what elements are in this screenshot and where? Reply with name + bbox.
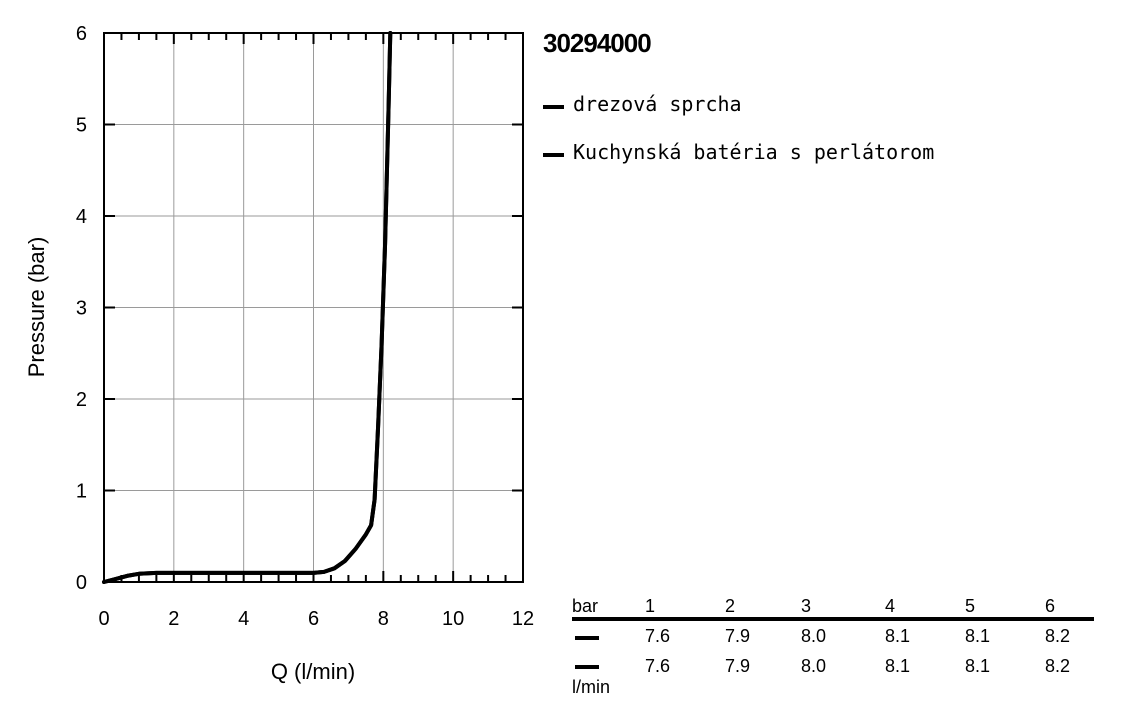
x-tick-label: 10	[442, 608, 464, 630]
y-tick-labels: 0 1 2 3 4 5 6	[76, 23, 87, 594]
table-header-pressure: 3	[801, 596, 812, 616]
chart-title: 30294000	[543, 28, 652, 58]
table-cell: 8.2	[1045, 626, 1071, 646]
x-tick-label: 0	[98, 608, 109, 630]
x-tick-labels: 0 2 4 6 8 10 12	[98, 608, 534, 630]
table-header-pressure: 2	[725, 596, 736, 616]
row-line-swatch	[575, 636, 599, 640]
row-line-swatch	[575, 665, 599, 669]
x-tick-label: 4	[238, 608, 249, 630]
table-footer-unit: l/min	[572, 677, 611, 697]
legend-label: Kuchynská batéria s perlátorom	[573, 140, 935, 164]
table-header-pressure: 4	[885, 596, 896, 616]
table-cell: 7.9	[725, 656, 751, 676]
table-header-pressure: 6	[1045, 596, 1056, 616]
grid-lines	[104, 33, 523, 582]
table-header-pressure: 5	[965, 596, 976, 616]
legend-line-swatch	[543, 105, 564, 109]
table-cell: 8.1	[885, 626, 911, 646]
y-tick-label: 5	[76, 115, 87, 137]
table-header-rule	[572, 617, 1094, 621]
table-cell: 8.1	[965, 656, 991, 676]
table-header-unit: bar	[572, 596, 599, 616]
flow-rate-table: bar 1 2 3 4 5 6 7.6 7.9 8.0 8.1 8.1 8.2 …	[572, 596, 1094, 706]
y-axis-title: Pressure (bar)	[24, 237, 49, 378]
table-cell: 7.9	[725, 626, 751, 646]
table-cell: 8.0	[801, 656, 827, 676]
table-header-pressure: 1	[645, 596, 656, 616]
y-tick-label: 4	[76, 206, 87, 228]
y-tick-label: 0	[76, 572, 87, 594]
y-tick-label: 2	[76, 389, 87, 411]
x-tick-label: 12	[512, 608, 534, 630]
plot-frame	[103, 32, 524, 583]
y-tick-label: 6	[76, 23, 87, 45]
legend-label: drezová sprcha	[573, 92, 742, 116]
series-line	[102, 31, 393, 584]
legend-line-swatch	[543, 153, 564, 157]
table-cell: 8.0	[801, 626, 827, 646]
y-tick-label: 3	[76, 298, 87, 320]
y-tick-label: 1	[76, 481, 87, 503]
table-cell: 7.6	[645, 626, 671, 646]
x-tick-label: 6	[308, 608, 319, 630]
series-lines	[102, 31, 393, 584]
table-cell: 7.6	[645, 656, 671, 676]
table-cell: 8.1	[885, 656, 911, 676]
table-cell: 8.2	[1045, 656, 1071, 676]
x-tick-label: 2	[168, 608, 179, 630]
x-axis-title: Q (l/min)	[271, 659, 355, 684]
x-tick-label: 8	[378, 608, 389, 630]
table-cell: 8.1	[965, 626, 991, 646]
